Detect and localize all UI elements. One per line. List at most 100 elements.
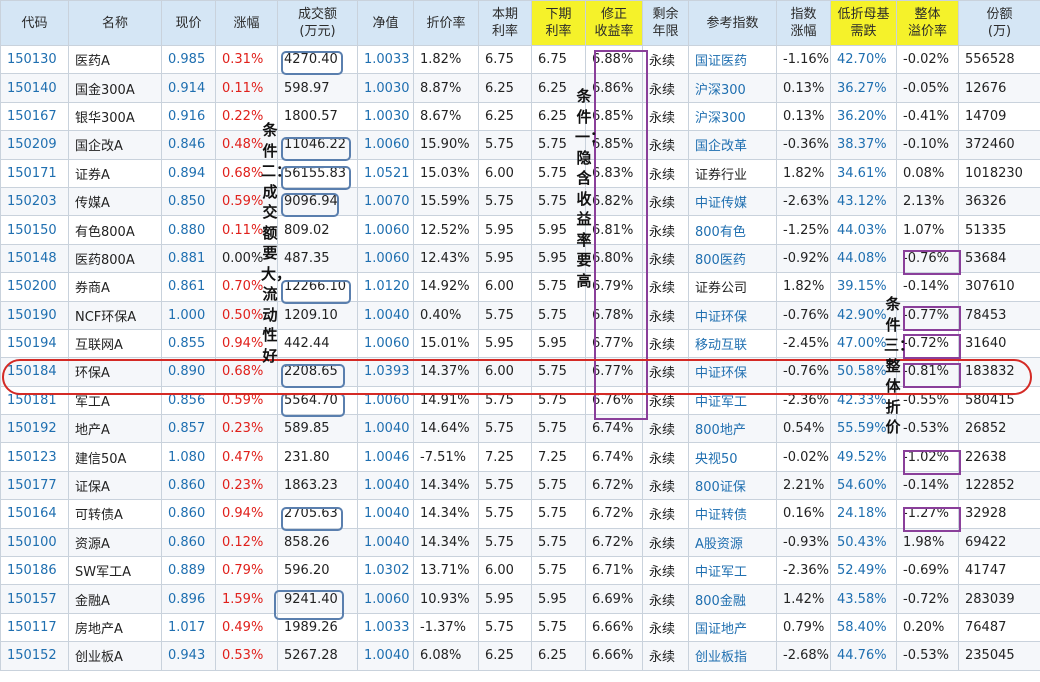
table-cell[interactable]: 150157 bbox=[0, 584, 69, 614]
table-cell[interactable]: 150152 bbox=[0, 641, 69, 671]
table-cell: 50.43% bbox=[830, 527, 897, 558]
table-row[interactable]: 150184 环保A 0.890 0.68% 2208.65 1.0393 14.37% 6.… bbox=[0, 357, 1040, 387]
table-cell: 14.34% bbox=[413, 470, 479, 501]
table-cell[interactable]: 150203 bbox=[0, 186, 69, 217]
table-row[interactable]: 150130 医药A 0.985 0.31% 4270.40 1.0033 1.82% 6.7… bbox=[0, 44, 1040, 75]
table-cell[interactable]: 150148 bbox=[0, 243, 69, 274]
table-cell[interactable]: 中证环保 bbox=[688, 300, 777, 330]
table-cell[interactable]: 800有色 bbox=[688, 215, 777, 245]
table-cell: 0.860 bbox=[161, 470, 216, 501]
table-cell: 5.75 bbox=[531, 527, 586, 558]
table-cell[interactable]: 150171 bbox=[0, 158, 69, 188]
table-cell[interactable]: 中证转债 bbox=[688, 499, 777, 529]
table-cell[interactable]: 800地产 bbox=[688, 414, 777, 444]
table-row[interactable]: 150140 国金300A 0.914 0.11% 598.97 1.0030 8.87% 6… bbox=[0, 73, 1040, 103]
table-cell[interactable]: 150167 bbox=[0, 101, 69, 132]
table-cell: 2.13% bbox=[896, 186, 959, 217]
table-cell[interactable]: 150164 bbox=[0, 499, 69, 529]
table-cell[interactable]: 中证环保 bbox=[688, 357, 777, 387]
table-cell[interactable]: 800金融 bbox=[688, 584, 777, 614]
table-cell[interactable]: 150150 bbox=[0, 215, 69, 245]
table-cell[interactable]: 证券公司 bbox=[688, 272, 777, 302]
table-row[interactable]: 150150 有色800A 0.880 0.11% 809.02 1.0060 12.52%… bbox=[0, 215, 1040, 245]
table-row[interactable]: 150177 证保A 0.860 0.23% 1863.23 1.0040 14.34% 5.… bbox=[0, 470, 1040, 501]
table-cell: 银华300A bbox=[68, 101, 162, 132]
column-header[interactable]: 折价率 bbox=[413, 0, 479, 46]
table-cell: 永续 bbox=[642, 612, 689, 643]
column-header[interactable]: 净值 bbox=[357, 0, 414, 46]
table-cell[interactable]: 沪深300 bbox=[688, 101, 777, 132]
condition-three-note: 条件三：整体折价 bbox=[884, 295, 915, 436]
table-cell[interactable]: A股资源 bbox=[688, 527, 777, 558]
column-header[interactable]: 修正 收益率 bbox=[585, 0, 643, 46]
table-cell[interactable]: 移动互联 bbox=[688, 328, 777, 359]
table-cell: 永续 bbox=[642, 499, 689, 529]
table-row[interactable]: 150123 建信50A 1.080 0.47% 231.80 1.0046 -7.51% 7… bbox=[0, 442, 1040, 472]
column-header[interactable]: 剩余 年限 bbox=[642, 0, 689, 46]
table-cell[interactable]: 800证保 bbox=[688, 470, 777, 501]
table-cell[interactable]: 150123 bbox=[0, 442, 69, 472]
column-header[interactable]: 下期 利率 bbox=[531, 0, 586, 46]
column-header[interactable]: 本期 利率 bbox=[478, 0, 532, 46]
column-header[interactable]: 涨幅 bbox=[215, 0, 278, 46]
table-cell[interactable]: 150194 bbox=[0, 328, 69, 359]
table-cell: 0.880 bbox=[161, 215, 216, 245]
table-cell[interactable]: 150192 bbox=[0, 414, 69, 444]
table-row[interactable]: 150200 券商A 0.861 0.70% 12266.10 1.0120 14.92% 6… bbox=[0, 272, 1040, 302]
table-row[interactable]: 150117 房地产A 1.017 0.49% 1989.26 1.0033 -1.37% 5… bbox=[0, 612, 1040, 643]
table-cell: 15.59% bbox=[413, 186, 479, 217]
column-header[interactable]: 参考指数 bbox=[688, 0, 777, 46]
table-row[interactable]: 150209 国企改A 0.846 0.48% 11046.22 1.0060 15.90%… bbox=[0, 130, 1040, 160]
table-cell[interactable]: 中证军工 bbox=[688, 385, 777, 416]
table-cell: 0.40% bbox=[413, 300, 479, 330]
table-cell: 0.22% bbox=[215, 101, 278, 132]
table-cell[interactable]: 150186 bbox=[0, 556, 69, 586]
table-cell: 0.11% bbox=[215, 215, 278, 245]
table-cell: 580415 bbox=[958, 385, 1040, 416]
table-cell[interactable]: 150177 bbox=[0, 470, 69, 501]
table-cell: 7.25 bbox=[531, 442, 586, 472]
table-row[interactable]: 150171 证券A 0.894 0.68% 56155.83 1.0521 15.03% 6… bbox=[0, 158, 1040, 188]
table-cell[interactable]: 国证地产 bbox=[688, 612, 777, 643]
table-cell[interactable]: 国证医药 bbox=[688, 44, 777, 75]
table-row[interactable]: 150100 资源A 0.860 0.12% 858.26 1.0040 14.34% 5.7… bbox=[0, 527, 1040, 558]
column-header[interactable]: 成交额 (万元) bbox=[277, 0, 358, 46]
table-row[interactable]: 150194 互联网A 0.855 0.94% 442.44 1.0060 15.01% 5.… bbox=[0, 328, 1040, 359]
column-header[interactable]: 指数 涨幅 bbox=[776, 0, 831, 46]
table-row[interactable]: 150164 可转债A 0.860 0.94% 2705.63 1.0040 14.34% 5… bbox=[0, 499, 1040, 529]
table-cell[interactable]: 央视50 bbox=[688, 442, 777, 472]
table-cell[interactable]: 150140 bbox=[0, 73, 69, 103]
table-cell: 永续 bbox=[642, 527, 689, 558]
table-cell[interactable]: 150209 bbox=[0, 130, 69, 160]
table-row[interactable]: 150190 NCF环保A 1.000 0.50% 1209.10 1.0040 0.40%… bbox=[0, 300, 1040, 330]
table-cell[interactable]: 150130 bbox=[0, 44, 69, 75]
table-cell[interactable]: 150100 bbox=[0, 527, 69, 558]
table-row[interactable]: 150157 金融A 0.896 1.59% 9241.40 1.0060 10.93% 5.… bbox=[0, 584, 1040, 614]
table-cell: 0.20% bbox=[896, 612, 959, 643]
table-cell[interactable]: 中证传媒 bbox=[688, 186, 777, 217]
table-cell[interactable]: 沪深300 bbox=[688, 73, 777, 103]
table-cell: 5.75 bbox=[478, 499, 532, 529]
column-header[interactable]: 代码 bbox=[0, 0, 69, 46]
column-header[interactable]: 份额 (万) bbox=[958, 0, 1040, 46]
table-cell[interactable]: 证券行业 bbox=[688, 158, 777, 188]
table-row[interactable]: 150167 银华300A 0.916 0.22% 1800.57 1.0030 8.67%… bbox=[0, 101, 1040, 132]
table-cell[interactable]: 800医药 bbox=[688, 243, 777, 274]
table-cell[interactable]: 国企改革 bbox=[688, 130, 777, 160]
table-row[interactable]: 150186 SW军工A 0.889 0.79% 596.20 1.0302 13.71% 6… bbox=[0, 556, 1040, 586]
table-row[interactable]: 150152 创业板A 0.943 0.53% 5267.28 1.0040 6.08% 6.… bbox=[0, 641, 1040, 671]
table-cell[interactable]: 创业板指 bbox=[688, 641, 777, 671]
table-row[interactable]: 150203 传媒A 0.850 0.59% 9096.94 1.0070 15.59% 5.… bbox=[0, 186, 1040, 217]
column-header[interactable]: 整体 溢价率 bbox=[896, 0, 959, 46]
table-row[interactable]: 150148 医药800A 0.881 0.00% 487.35 1.0060 12.43%… bbox=[0, 243, 1040, 274]
column-header[interactable]: 名称 bbox=[68, 0, 162, 46]
table-cell: -0.41% bbox=[896, 101, 959, 132]
table-row[interactable]: 150181 军工A 0.856 0.59% 5564.70 1.0060 14.91% 5.… bbox=[0, 385, 1040, 416]
table-cell[interactable]: 150200 bbox=[0, 272, 69, 302]
table-cell[interactable]: 中证军工 bbox=[688, 556, 777, 586]
table-cell: 442.44 bbox=[277, 328, 358, 359]
column-header[interactable]: 现价 bbox=[161, 0, 216, 46]
table-cell[interactable]: 150117 bbox=[0, 612, 69, 643]
table-cell[interactable]: 150190 bbox=[0, 300, 69, 330]
column-header[interactable]: 低折母基 需跌 bbox=[830, 0, 897, 46]
